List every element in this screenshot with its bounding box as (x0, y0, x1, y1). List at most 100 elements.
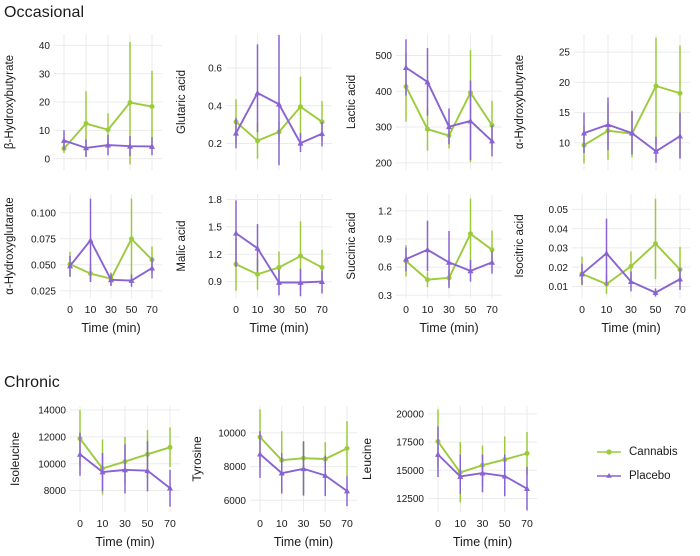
series-placebo (233, 200, 325, 297)
series-placebo (257, 431, 350, 507)
svg-text:15: 15 (559, 108, 571, 119)
y-axis-ticks: 0.2 0.4 0.6 (208, 64, 222, 151)
svg-text:70: 70 (341, 518, 353, 530)
svg-text:1.2: 1.2 (208, 250, 222, 261)
svg-text:20: 20 (559, 78, 571, 89)
svg-text:0.100: 0.100 (31, 208, 56, 219)
chart-panel-isocitric-acid: 0.01 0.02 0.03 0.04 0.05 Isocitric acid 0 10 30 5… (512, 186, 698, 342)
x-axis-ticks: 0 10 30 50 70 (67, 304, 158, 316)
svg-text:50: 50 (295, 304, 307, 316)
svg-text:70: 70 (146, 304, 158, 316)
svg-text:30: 30 (477, 518, 489, 530)
svg-text:40: 40 (39, 41, 51, 52)
svg-text:0.01: 0.01 (549, 282, 569, 293)
chart-panel-tyrosine: 6000 8000 10000 Tyrosine 0 10 30 50 70 Time (min) (190, 398, 365, 556)
chart-panel-lactic-acid: 200 300 400 500 Lactic acid (344, 26, 510, 186)
svg-text:30: 30 (625, 304, 637, 316)
chart-panel-beta-hydroxybutyrate: 0 10 20 30 40 β-Hydroxybutyrate (2, 26, 170, 186)
y-axis-ticks: 10 15 20 25 (559, 48, 571, 150)
svg-text:200: 200 (375, 158, 392, 169)
y-axis-label: α-Hydroxybutyrate (514, 55, 526, 149)
svg-text:10: 10 (422, 304, 434, 316)
legend-label-cannabis: Cannabis (629, 446, 678, 458)
svg-text:1.2: 1.2 (378, 206, 392, 217)
svg-text:0.05: 0.05 (549, 205, 569, 216)
x-axis-ticks: 0 10 30 50 70 (403, 304, 498, 316)
svg-text:0.03: 0.03 (549, 244, 569, 255)
svg-text:10: 10 (454, 518, 466, 530)
chart-panel-glutaric-acid: 0.2 0.4 0.6 Glutaric acid (174, 26, 340, 186)
svg-text:0.9: 0.9 (208, 277, 222, 288)
chart-panel-alpha-hydroxyglutarate: 0.025 0.050 0.075 0.100 α-Hydroxyglutarate 0 1… (2, 186, 170, 342)
svg-text:50: 50 (650, 304, 662, 316)
svg-text:0.075: 0.075 (31, 234, 56, 245)
x-axis-label: Time (min) (601, 321, 660, 335)
svg-text:10: 10 (559, 138, 571, 149)
svg-text:400: 400 (375, 87, 392, 98)
y-axis-ticks: 6000 8000 10000 (218, 429, 246, 507)
y-axis-label: Isoleucine (8, 432, 22, 486)
svg-text:10: 10 (276, 518, 288, 530)
x-axis-ticks: 0 10 30 50 70 (77, 518, 176, 530)
series-placebo (67, 198, 155, 287)
y-axis-label: Succinic acid (346, 212, 358, 279)
y-axis-label: Lactic acid (346, 75, 358, 129)
series-placebo (233, 34, 325, 166)
series-placebo (435, 426, 530, 511)
svg-text:50: 50 (499, 518, 511, 530)
x-axis-ticks: 0 10 30 50 70 (257, 518, 353, 530)
svg-text:50: 50 (465, 304, 477, 316)
svg-text:6000: 6000 (224, 496, 247, 507)
svg-text:1.5: 1.5 (208, 222, 222, 233)
svg-text:0: 0 (257, 518, 263, 530)
svg-text:30: 30 (119, 518, 131, 530)
svg-text:8000: 8000 (44, 486, 67, 497)
x-axis-ticks: 0 10 30 50 70 (233, 304, 328, 316)
svg-text:0.6: 0.6 (208, 64, 222, 75)
svg-text:0.02: 0.02 (549, 263, 569, 274)
svg-text:20000: 20000 (396, 409, 424, 420)
svg-text:12000: 12000 (38, 432, 66, 443)
x-axis-label: Time (min) (81, 321, 140, 335)
svg-text:10: 10 (85, 304, 97, 316)
svg-text:0: 0 (77, 518, 83, 530)
svg-text:10: 10 (39, 126, 51, 137)
svg-text:30: 30 (443, 304, 455, 316)
svg-text:25: 25 (559, 48, 571, 59)
svg-text:500: 500 (375, 51, 392, 62)
svg-text:15000: 15000 (396, 466, 424, 477)
chart-panel-succinic-acid: 0.3 0.6 0.9 1.2 Succinic acid 0 10 30 50 70 Time (… (344, 186, 510, 342)
svg-text:1.8: 1.8 (208, 195, 222, 206)
svg-text:0: 0 (579, 304, 585, 316)
y-axis-ticks: 0.9 1.2 1.5 1.8 (208, 195, 222, 288)
series-placebo (403, 39, 495, 160)
gridlines (396, 34, 502, 170)
x-axis-label: Time (min) (274, 535, 333, 549)
svg-text:12500: 12500 (396, 494, 424, 505)
legend-item-cannabis[interactable]: Cannabis (596, 440, 678, 464)
svg-text:0: 0 (67, 304, 73, 316)
svg-text:30: 30 (39, 69, 51, 80)
series-placebo (581, 97, 683, 163)
svg-text:10: 10 (97, 518, 109, 530)
x-axis-ticks: 0 10 30 50 70 (435, 518, 533, 530)
cannabis-line-marker-icon (596, 446, 622, 458)
svg-text:0.025: 0.025 (31, 286, 56, 297)
svg-text:50: 50 (126, 304, 138, 316)
svg-text:0: 0 (403, 304, 409, 316)
y-axis-label: Glutaric acid (176, 70, 188, 134)
y-axis-ticks: 200 300 400 500 (375, 51, 392, 169)
svg-text:0: 0 (435, 518, 441, 530)
x-axis-label: Time (min) (419, 321, 478, 335)
legend-item-placebo[interactable]: Placebo (596, 464, 678, 488)
y-axis-label: β-Hydroxybutyrate (4, 55, 16, 149)
svg-text:10000: 10000 (218, 429, 246, 440)
series-placebo (77, 432, 173, 507)
svg-text:30: 30 (105, 304, 117, 316)
svg-text:30: 30 (298, 518, 310, 530)
svg-text:20: 20 (39, 98, 51, 109)
chart-panel-alpha-hydroxybutyrate: 10 15 20 25 α-Hydroxybutyrate (512, 26, 698, 186)
legend-label-placebo: Placebo (629, 470, 671, 482)
svg-text:70: 70 (316, 304, 328, 316)
svg-text:50: 50 (319, 518, 331, 530)
